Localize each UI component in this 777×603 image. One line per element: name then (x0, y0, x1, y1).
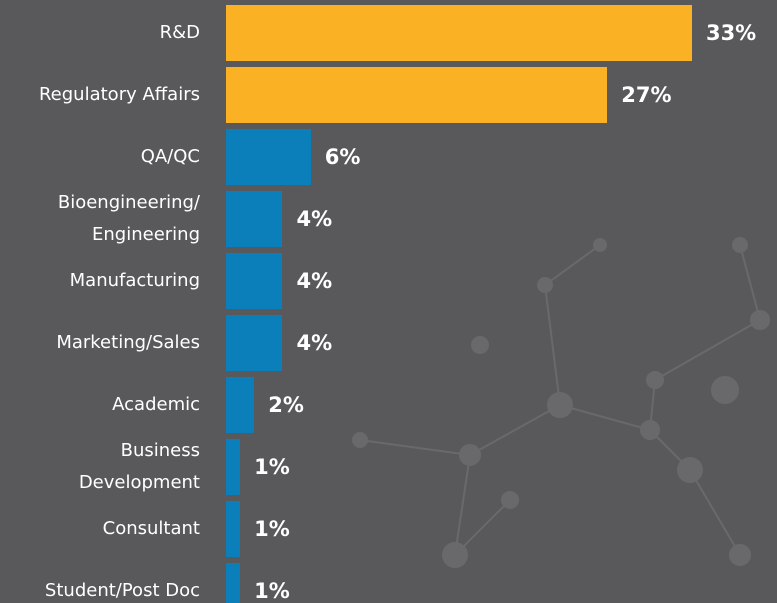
category-label: Bioengineering/ Engineering (0, 187, 200, 251)
bar (226, 563, 240, 603)
value-label: 1% (254, 579, 290, 603)
bar (226, 501, 240, 557)
value-label: 27% (621, 83, 671, 107)
category-label: Marketing/Sales (0, 327, 200, 359)
bar (226, 5, 692, 61)
bar (226, 315, 282, 371)
value-label: 1% (254, 517, 290, 541)
bar (226, 129, 311, 185)
category-label: Manufacturing (0, 265, 200, 297)
bar (226, 67, 607, 123)
bar (226, 253, 282, 309)
category-label: Business Development (0, 435, 200, 499)
category-label: Academic (0, 389, 200, 421)
chart: R&D 33% Regulatory Affairs 27% QA/QC 6% Bioeng… (0, 0, 777, 603)
bar (226, 191, 282, 247)
bar (226, 439, 240, 495)
category-label: Regulatory Affairs (0, 79, 200, 111)
category-label: QA/QC (0, 141, 200, 173)
value-label: 4% (296, 269, 332, 293)
value-label: 6% (325, 145, 361, 169)
value-label: 2% (268, 393, 304, 417)
value-label: 1% (254, 455, 290, 479)
bar (226, 377, 254, 433)
category-label: Student/Post Doc (0, 575, 200, 603)
value-label: 4% (296, 207, 332, 231)
category-label: R&D (0, 17, 200, 49)
value-label: 4% (296, 331, 332, 355)
value-label: 33% (706, 21, 756, 45)
category-label: Consultant (0, 513, 200, 545)
